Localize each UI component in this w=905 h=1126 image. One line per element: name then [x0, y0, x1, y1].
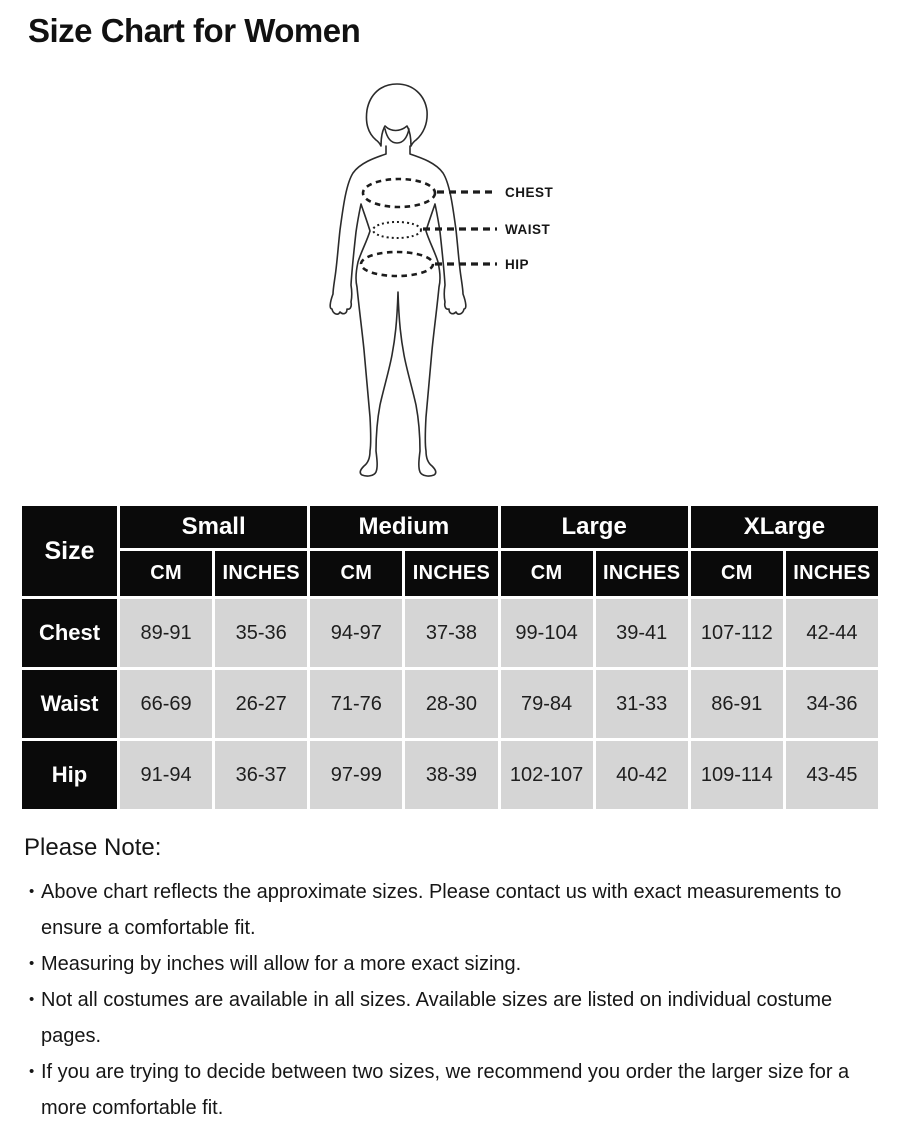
cell-value: 34-36	[785, 670, 878, 738]
body-measurement-diagram: CHEST WAIST HIP	[300, 80, 620, 485]
note-item: Measuring by inches will allow for a mor…	[0, 946, 880, 982]
group-header-medium: Medium	[310, 506, 498, 548]
chest-measure-ellipse	[361, 177, 437, 209]
group-header-xlarge: XLarge	[690, 506, 878, 548]
unit-header: CM	[690, 551, 783, 596]
table-row-chest: Chest 89-91 35-36 94-97 37-38 99-104 39-…	[22, 599, 878, 667]
cell-value: 71-76	[310, 670, 403, 738]
waist-measure-ellipse	[372, 221, 422, 239]
cell-value: 37-38	[405, 599, 498, 667]
cell-value: 40-42	[595, 741, 688, 809]
unit-header: CM	[310, 551, 403, 596]
unit-header: INCHES	[785, 551, 878, 596]
cell-value: 43-45	[785, 741, 878, 809]
unit-header: INCHES	[405, 551, 498, 596]
cell-value: 86-91	[690, 670, 783, 738]
cell-value: 91-94	[120, 741, 213, 809]
cell-value: 79-84	[500, 670, 593, 738]
hip-label: HIP	[505, 257, 529, 272]
row-label-hip: Hip	[22, 741, 117, 809]
note-item: Above chart reflects the approximate siz…	[0, 874, 880, 946]
cell-value: 42-44	[785, 599, 878, 667]
notes-title: Please Note:	[24, 834, 162, 861]
cell-value: 94-97	[310, 599, 403, 667]
unit-header: INCHES	[595, 551, 688, 596]
head-outline	[365, 83, 428, 147]
cell-value: 36-37	[215, 741, 308, 809]
notes-section: Please Note: Above chart reflects the ap…	[0, 834, 880, 1126]
group-header-row: Size Small Medium Large XLarge	[22, 506, 878, 596]
unit-header-row: CM INCHES CM INCHES CM INCHES CM INCHES	[22, 551, 878, 596]
row-label-waist: Waist	[22, 670, 117, 738]
hip-measure-ellipse	[359, 250, 435, 278]
chin-outline	[384, 128, 410, 144]
cell-value: 99-104	[500, 599, 593, 667]
cell-value: 31-33	[595, 670, 688, 738]
chest-label: CHEST	[505, 185, 554, 200]
size-chart-table: Size Small Medium Large XLarge CM INCHES…	[19, 503, 881, 812]
unit-header: CM	[120, 551, 213, 596]
body-outline	[329, 145, 467, 477]
table-row-hip: Hip 91-94 36-37 97-99 38-39 102-107 40-4…	[22, 741, 878, 809]
notes-list: Above chart reflects the approximate siz…	[0, 874, 880, 1126]
cell-value: 109-114	[690, 741, 783, 809]
cell-value: 39-41	[595, 599, 688, 667]
table-row-waist: Waist 66-69 26-27 71-76 28-30 79-84 31-3…	[22, 670, 878, 738]
note-item: Not all costumes are available in all si…	[0, 982, 880, 1054]
row-label-chest: Chest	[22, 599, 117, 667]
group-header-small: Small	[120, 506, 308, 548]
cell-value: 97-99	[310, 741, 403, 809]
size-corner-header: Size	[22, 506, 117, 596]
cell-value: 66-69	[120, 670, 213, 738]
woman-outline-figure: CHEST WAIST HIP	[329, 83, 554, 477]
cell-value: 107-112	[690, 599, 783, 667]
cell-value: 38-39	[405, 741, 498, 809]
cell-value: 28-30	[405, 670, 498, 738]
waist-label: WAIST	[505, 222, 551, 237]
note-item: If you are trying to decide between two …	[0, 1054, 880, 1126]
cell-value: 102-107	[500, 741, 593, 809]
unit-header: INCHES	[215, 551, 308, 596]
unit-header: CM	[500, 551, 593, 596]
cell-value: 26-27	[215, 670, 308, 738]
group-header-large: Large	[500, 506, 688, 548]
cell-value: 89-91	[120, 599, 213, 667]
cell-value: 35-36	[215, 599, 308, 667]
page-title: Size Chart for Women	[28, 12, 361, 49]
